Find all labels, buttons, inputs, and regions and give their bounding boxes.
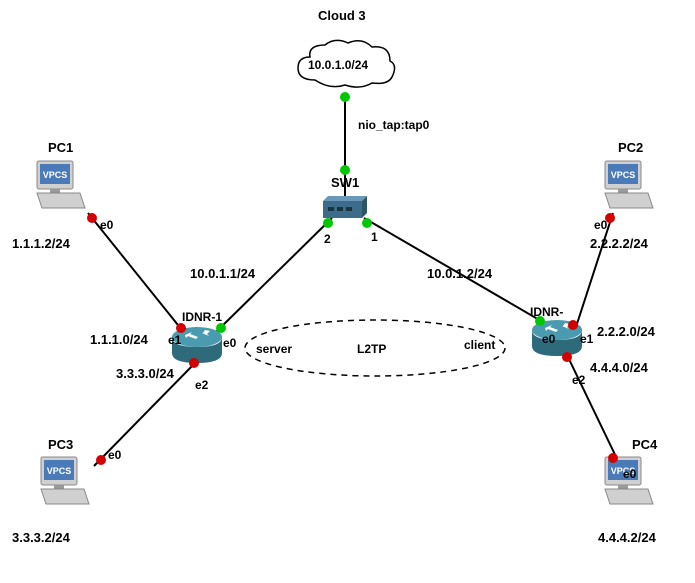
link-dot (568, 320, 578, 330)
e2-label: e2 (572, 373, 585, 387)
e0-label: e0 (223, 336, 236, 350)
ip-pc3: 3.3.3.2/24 (12, 530, 70, 545)
e0-label: e0 (594, 218, 607, 232)
svg-text:VPCS: VPCS (611, 170, 636, 180)
link-dot (608, 453, 618, 463)
nio-tap-label: nio_tap:tap0 (358, 118, 429, 132)
pc4-label: PC4 (632, 437, 657, 452)
link-dot (96, 455, 106, 465)
e2-label: e2 (195, 378, 208, 392)
pc-icon: VPCS (36, 454, 91, 509)
link-dot (216, 323, 226, 333)
link-dot (176, 323, 186, 333)
cloud-subnet: 10.0.1.0/24 (308, 58, 368, 72)
pc3-label: PC3 (48, 437, 73, 452)
l2tp-label: L2TP (357, 342, 386, 356)
pc-icon: VPCS (32, 158, 87, 213)
link-dot (87, 213, 97, 223)
pc-icon: VPCS (600, 158, 655, 213)
pc1-node[interactable]: VPCS (32, 158, 87, 218)
link-dot (562, 352, 572, 362)
e1-label: e1 (580, 332, 593, 346)
sw1-label: SW1 (331, 175, 359, 190)
server-label: server (256, 342, 292, 356)
e0-label: e0 (542, 332, 555, 346)
ip-pc4: 4.4.4.2/24 (598, 530, 656, 545)
ip-pc2: 2.2.2.2/24 (590, 236, 648, 251)
cloud-title: Cloud 3 (318, 8, 366, 23)
link-dot (535, 316, 545, 326)
ip-pc1: 1.1.1.2/24 (12, 236, 70, 251)
pc-icon: VPCS (600, 454, 655, 509)
e1-label: e1 (168, 333, 181, 347)
idnr2-label: IDNR- (530, 305, 563, 319)
svg-text:VPCS: VPCS (43, 170, 68, 180)
r1-e1-ip: 1.1.1.0/24 (90, 332, 148, 347)
r2-e1-ip: 2.2.2.0/24 (597, 324, 655, 339)
r2-e0-ip: 10.0.1.2/24 (427, 266, 492, 281)
link-dot (340, 165, 350, 175)
pc4-node[interactable]: VPCS (600, 454, 655, 514)
link-dot (340, 92, 350, 102)
e0-label: e0 (623, 467, 636, 481)
pc2-label: PC2 (618, 140, 643, 155)
port2-label: 2 (324, 232, 331, 246)
pc3-node[interactable]: VPCS (36, 454, 91, 514)
switch-icon (320, 193, 370, 221)
pc1-label: PC1 (48, 140, 73, 155)
client-label: client (464, 338, 495, 352)
link-dot (362, 218, 372, 228)
e0-label: e0 (108, 448, 121, 462)
e0-label: e0 (100, 218, 113, 232)
idnr1-label: IDNR-1 (182, 310, 222, 324)
pc2-node[interactable]: VPCS (600, 158, 655, 218)
r1-e2-ip: 3.3.3.0/24 (116, 366, 174, 381)
svg-text:VPCS: VPCS (47, 466, 72, 476)
link-dot (189, 358, 199, 368)
port1-label: 1 (371, 230, 378, 244)
r2-e2-ip: 4.4.4.0/24 (590, 360, 648, 375)
r1-e0-ip: 10.0.1.1/24 (190, 266, 255, 281)
link-dot (323, 218, 333, 228)
